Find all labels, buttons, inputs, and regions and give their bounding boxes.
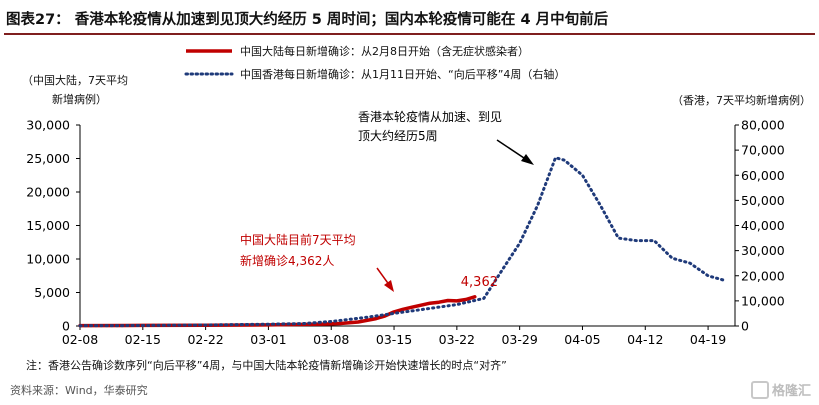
series: [78, 156, 728, 328]
legend-label-hongkong: 中国香港每日新增确诊：从1月11日开始、“向后平移”4周（右轴）: [240, 67, 565, 81]
x-tick-label: 03-29: [501, 332, 537, 347]
x-tick-label: 03-22: [439, 332, 475, 347]
y-right-tick-label: 60,000: [741, 168, 785, 183]
x-tick-label: 03-08: [313, 332, 349, 347]
y-right-tick-label: 20,000: [741, 268, 785, 283]
series-line-mainland: [78, 295, 477, 328]
annotation-hongkong-arrow-shaft: [496, 139, 528, 161]
y-left-axis-title-line-2: 新增病例）: [52, 92, 107, 106]
series-line-hongkong: [78, 156, 728, 328]
annotation-mainland-line-2: 新增确诊4,362人: [240, 253, 334, 268]
page-title: 图表27： 香港本轮疫情从加速到见顶大约经历 5 周时间；国内本轮疫情可能在 4…: [6, 12, 609, 28]
annotation-mainland-line-1: 中国大陆目前7天平均: [240, 232, 356, 247]
x-tick-label: 03-15: [376, 332, 412, 347]
x-tick-label: 03-01: [250, 332, 286, 347]
title-divider: [4, 33, 815, 35]
watermark-logo: 格隆汇: [750, 380, 811, 399]
x-tick-label: 02-15: [125, 332, 161, 347]
y-right-tick-label: 80,000: [741, 118, 785, 133]
y-right-tick-label: 40,000: [741, 218, 785, 233]
y-left-tick-label: 10,000: [26, 252, 70, 267]
y-left-axis-title-line-1: （中国大陆，7天平均: [22, 73, 128, 87]
legend-label-mainland: 中国大陆每日新增确诊：从2月8日开始（含无症状感染者）: [240, 44, 529, 58]
legend: 中国大陆每日新增确诊：从2月8日开始（含无症状感染者） 中国香港每日新增确诊：从…: [184, 44, 565, 81]
axes: [76, 124, 739, 330]
x-tick-label: 02-08: [62, 332, 98, 347]
y-right-tick-label: 10,000: [741, 293, 785, 308]
watermark-icon: [750, 380, 769, 399]
x-tick-label: 04-05: [564, 332, 600, 347]
annotation-mainland-arrow-head: [384, 280, 394, 292]
x-tick-label: 04-19: [690, 332, 726, 347]
y-left-tick-label: 25,000: [26, 151, 70, 166]
y-left-tick-label: 20,000: [26, 185, 70, 200]
annotation-hongkong-line-1: 香港本轮疫情从加速、到见: [358, 109, 502, 124]
annotation-hongkong-arrow-head: [521, 154, 534, 165]
x-tick-label: 04-12: [627, 332, 663, 347]
y-left-tick-label: 0: [62, 319, 70, 334]
annotation-hongkong-line-2: 顶大约经历5周: [358, 128, 438, 143]
y-right-axis-title: （香港，7天平均新增病例）: [672, 93, 811, 107]
data-label-latest-value: 4,362: [461, 275, 498, 290]
chart-note: 注：香港公告确诊数序列“向后平移”4周，与中国大陆本轮疫情新增确诊开始快速增长的…: [26, 359, 507, 372]
y-right-tick-label: 0: [741, 319, 749, 334]
y-left-tick-label: 5,000: [34, 285, 70, 300]
y-right-tick-label: 50,000: [741, 193, 785, 208]
y-left-tick-label: 15,000: [26, 218, 70, 233]
y-right-tick-label: 70,000: [741, 143, 785, 158]
watermark-text: 格隆汇: [771, 384, 811, 399]
y-right-tick-label: 30,000: [741, 243, 785, 258]
tick-labels: 0 5,000 10,000 15,000 20,000 25,000 30,000 0 10,…: [26, 118, 785, 348]
x-tick-label: 02-22: [187, 332, 223, 347]
y-left-tick-label: 30,000: [26, 118, 70, 133]
source-line: 资料来源：Wind，华泰研究: [10, 384, 148, 397]
